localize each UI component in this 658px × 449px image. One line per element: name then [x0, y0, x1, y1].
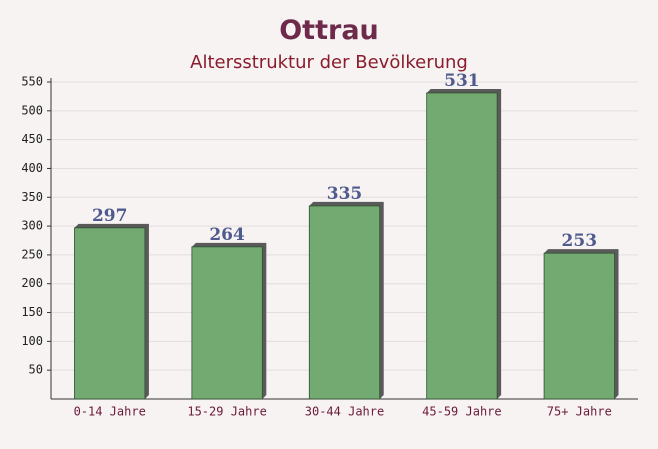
- bar: [426, 92, 498, 400]
- y-tick-label: 150: [21, 305, 43, 319]
- value-label: 531: [444, 71, 480, 91]
- bar: [74, 227, 146, 400]
- x-tick-label: 15-29 Jahre: [187, 405, 266, 419]
- value-label: 264: [209, 225, 245, 245]
- chart-title: Ottrau: [279, 15, 379, 46]
- y-tick-label: 500: [21, 103, 43, 117]
- value-label: 253: [562, 231, 598, 251]
- chart-subtitle: Altersstruktur der Bevölkerung: [190, 52, 468, 73]
- bar: [191, 246, 263, 400]
- y-tick-label: 200: [21, 276, 43, 290]
- x-tick-label: 45-59 Jahre: [422, 405, 501, 419]
- y-tick-label: 50: [29, 363, 43, 377]
- x-tick-label: 30-44 Jahre: [305, 405, 384, 419]
- bar: [543, 252, 615, 400]
- bar: [308, 205, 381, 400]
- y-tick-label: 400: [21, 161, 43, 175]
- x-tick-label: 0-14 Jahre: [74, 405, 146, 419]
- y-tick-label: 550: [21, 75, 43, 89]
- x-tick-label: 75+ Jahre: [547, 405, 612, 419]
- y-tick-label: 100: [21, 334, 43, 348]
- value-label: 335: [327, 184, 363, 204]
- y-tick-label: 250: [21, 247, 43, 261]
- y-tick-label: 450: [21, 132, 43, 146]
- y-tick-label: 300: [21, 219, 43, 233]
- value-label: 297: [92, 206, 128, 226]
- y-tick-label: 350: [21, 190, 43, 204]
